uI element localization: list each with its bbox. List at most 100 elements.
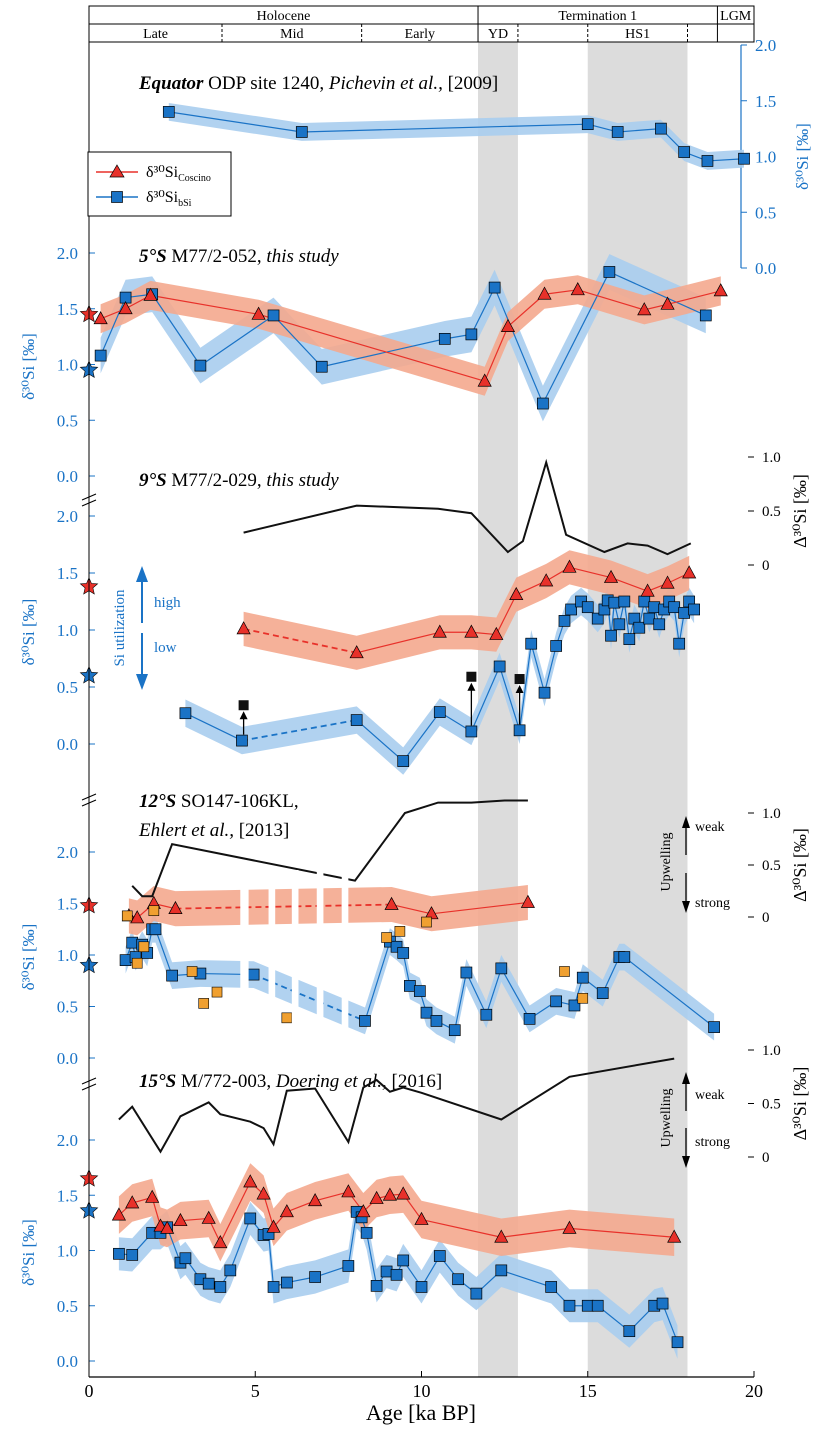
bsi-point [701, 155, 714, 167]
y-axis-label: δ³⁰Si [‰] [19, 924, 38, 991]
bsi-point [179, 707, 192, 720]
y-tick-label: 1.5 [57, 1186, 78, 1205]
panel-s5: 5°S M77/2-052, this study 0.0 0.5 1.0 1.5 2.0… [19, 244, 728, 486]
coscino-point [537, 286, 552, 300]
extra-orange-point [211, 986, 223, 998]
bsi-point [655, 122, 667, 135]
bsi-point [438, 333, 451, 345]
extra-orange-point [421, 916, 432, 928]
panel-title-line2: Ehlert et al., [2013] [138, 820, 289, 841]
bsi-point [576, 971, 589, 984]
coscino-point [384, 896, 399, 910]
coscino-point [494, 1229, 509, 1243]
bsi-uncertainty-band [125, 915, 715, 1044]
coscino-point [341, 1184, 356, 1198]
arrow-down-icon [136, 674, 148, 690]
coscino-point [243, 1174, 258, 1188]
coscino-point [667, 1229, 682, 1243]
y-axis-label: δ³⁰Si [‰] [793, 123, 812, 190]
coscino-line-segment [544, 289, 578, 295]
bsi-line-segment [518, 643, 532, 731]
extra-orange-point [148, 905, 160, 917]
bsi-point [668, 601, 681, 614]
upwelling-label-15s: Upwelling [659, 1088, 674, 1147]
y-tick-label: 0.0 [57, 1352, 78, 1371]
extra-arrow-head [467, 682, 476, 691]
bsi-line-segment [154, 929, 173, 976]
delta-si-line [243, 458, 692, 556]
coscino-point [637, 302, 652, 316]
bsi-point [267, 1281, 280, 1293]
delta-axis-label: Δ³⁰Si [‰] [790, 828, 810, 902]
coscino-line-segment [484, 326, 509, 382]
extra-orange-point [186, 966, 198, 977]
coscino-point [236, 621, 251, 635]
bsi-point [633, 621, 646, 634]
coscino-line-segment [577, 289, 645, 311]
coscino-line-segment [219, 1181, 251, 1244]
bsi-point [126, 936, 139, 949]
coscino-point [168, 900, 183, 915]
coscino-line-segment [258, 313, 485, 382]
x-tick-label: 15 [579, 1381, 597, 1401]
bsi-point [638, 595, 651, 608]
delta-tick-label: 1.0 [762, 806, 781, 822]
coscino-point [93, 311, 108, 325]
coscino-line-segment [391, 903, 432, 915]
timescale-subperiod-label: Early [405, 27, 435, 42]
bsi-point [214, 1281, 227, 1293]
bsi-point [678, 146, 691, 158]
bsi-point [295, 126, 308, 138]
y-tick-label: 1.5 [57, 564, 78, 583]
coscino-line-segment [610, 576, 648, 592]
coscino-point [539, 573, 554, 587]
arrow-up-icon [136, 566, 148, 582]
bsi-point [94, 349, 107, 362]
bsi-point [673, 637, 686, 650]
bsi-point [523, 1013, 536, 1025]
y-tick-label: 1.5 [57, 895, 78, 914]
coscino-uncertainty-band [128, 885, 528, 936]
bsi-point [413, 985, 426, 997]
bsi-line-segment [267, 1233, 275, 1288]
band-gaps-12s [240, 870, 349, 1060]
bsi-line-segment [623, 956, 715, 1028]
bsi-point [390, 1268, 403, 1281]
bsi-point [568, 999, 581, 1012]
bsi-point [390, 940, 403, 953]
bsi-line-segment [273, 315, 323, 368]
delta-tick-label: 0 [762, 910, 770, 926]
band-gap [316, 870, 324, 1060]
timescale-subperiod-label: HS1 [625, 27, 650, 42]
arrow-down-icon [682, 1156, 690, 1168]
bsi-line-segment [229, 1218, 251, 1271]
delta-tick-label: 0.5 [762, 1097, 781, 1113]
coscino-point [160, 1220, 175, 1234]
bsi-point [162, 106, 175, 118]
delta-tick-label: 0 [762, 1150, 770, 1166]
x-axis: Age [ka BP] 0 5 10 15 20 [85, 1371, 763, 1425]
bsi-point [397, 755, 410, 767]
extra-orange-point [559, 966, 570, 977]
y-tick-label: 2.0 [57, 244, 78, 263]
coscino-line-segment [262, 1193, 275, 1228]
bsi-point [581, 601, 594, 614]
extra-orange-point [121, 910, 133, 922]
coscino-line-segment [431, 901, 528, 915]
bsi-point [525, 637, 538, 650]
y-tick-label: 1.0 [57, 621, 78, 640]
coscino-point [640, 583, 655, 597]
bsi-point [350, 714, 363, 726]
bsi-point [119, 954, 132, 967]
bsi-point [495, 962, 508, 975]
coscino-point [432, 624, 447, 638]
timescale-subperiod-label: Late [143, 27, 168, 42]
bsi-point [605, 629, 617, 642]
bsi-point [359, 1015, 371, 1027]
bsi-point [591, 1299, 604, 1312]
coscino-line-segment [507, 293, 545, 328]
bsi-line-segment [100, 297, 127, 356]
bsi-line-segment [485, 968, 502, 1015]
bsi-line-segment [465, 972, 487, 1015]
bsi-line-segment [470, 287, 496, 335]
